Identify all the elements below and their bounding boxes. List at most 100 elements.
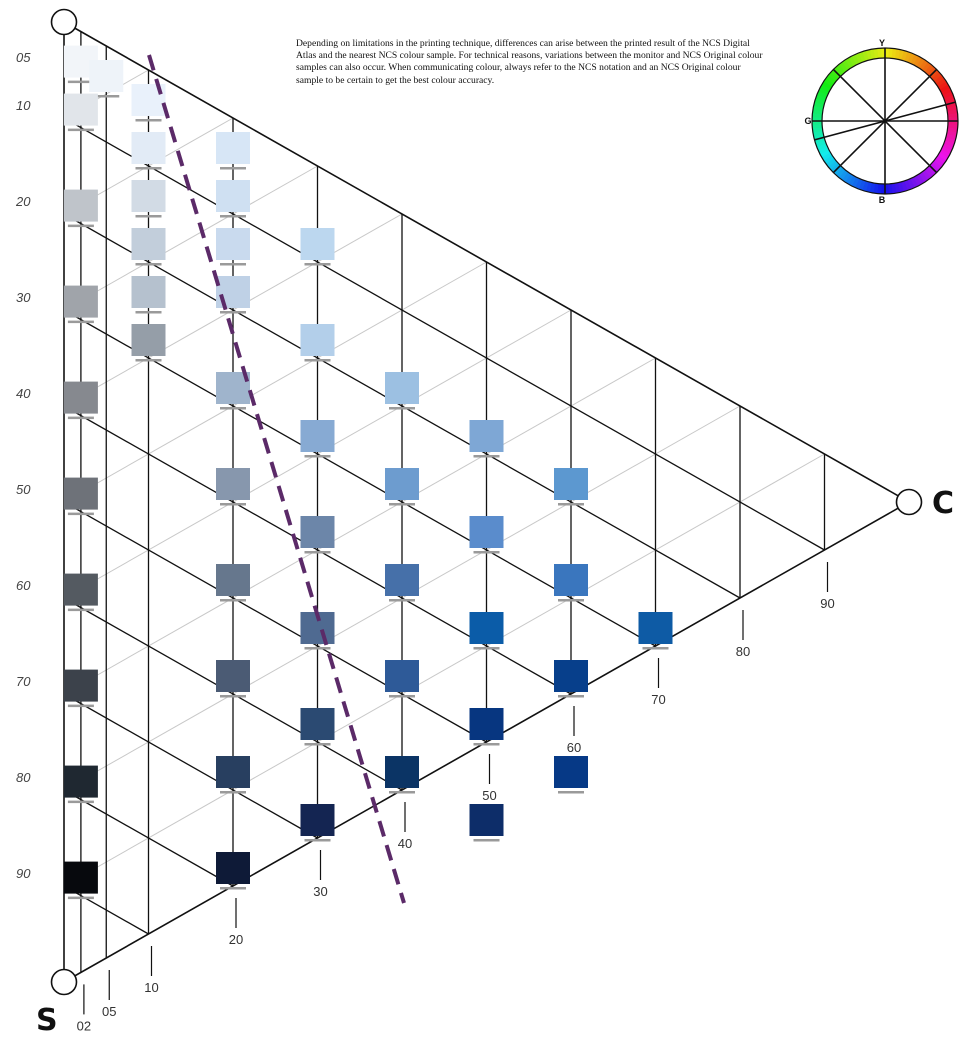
colour-sample[interactable] bbox=[469, 708, 504, 746]
colour-sample[interactable] bbox=[216, 180, 250, 218]
colour-sample[interactable] bbox=[554, 468, 588, 506]
colour-sample[interactable] bbox=[385, 372, 419, 410]
hue-ring-segment bbox=[907, 52, 916, 64]
colour-sample-caption bbox=[389, 407, 415, 410]
colour-sample-swatch[interactable] bbox=[89, 60, 124, 92]
colour-sample[interactable] bbox=[469, 612, 504, 650]
colour-sample[interactable] bbox=[216, 468, 250, 506]
colour-sample[interactable] bbox=[554, 660, 588, 698]
colour-sample[interactable] bbox=[300, 420, 335, 458]
colour-sample[interactable] bbox=[63, 285, 98, 324]
colour-sample-swatch[interactable] bbox=[216, 756, 250, 788]
colour-sample[interactable] bbox=[63, 381, 98, 420]
colour-sample[interactable] bbox=[63, 573, 98, 612]
hue-ring-segment bbox=[885, 48, 890, 59]
colour-sample-swatch[interactable] bbox=[63, 765, 98, 798]
colour-sample[interactable] bbox=[216, 372, 250, 410]
colour-sample[interactable] bbox=[469, 516, 504, 554]
colour-sample-swatch[interactable] bbox=[385, 372, 419, 404]
colour-sample-swatch[interactable] bbox=[216, 852, 250, 884]
hue-ring-segment bbox=[888, 48, 894, 59]
colour-sample[interactable] bbox=[638, 612, 673, 650]
colour-sample-swatch[interactable] bbox=[385, 468, 419, 500]
colour-sample[interactable] bbox=[63, 93, 98, 132]
colour-sample-caption bbox=[135, 119, 162, 122]
blackness-label: 20 bbox=[15, 194, 31, 209]
colour-sample-swatch[interactable] bbox=[300, 708, 335, 740]
colour-sample[interactable] bbox=[131, 228, 166, 266]
colour-sample[interactable] bbox=[63, 861, 98, 900]
colour-sample[interactable] bbox=[385, 660, 419, 698]
colour-sample[interactable] bbox=[89, 60, 124, 98]
colour-sample-swatch[interactable] bbox=[469, 516, 504, 548]
colour-sample[interactable] bbox=[131, 324, 166, 362]
colour-sample[interactable] bbox=[554, 564, 588, 602]
colour-sample-swatch[interactable] bbox=[554, 468, 588, 500]
colour-sample-swatch[interactable] bbox=[216, 660, 250, 692]
colour-sample-swatch[interactable] bbox=[216, 564, 250, 596]
colour-sample-swatch[interactable] bbox=[63, 573, 98, 606]
colour-sample-swatch[interactable] bbox=[216, 180, 250, 212]
colour-sample-swatch[interactable] bbox=[554, 756, 588, 788]
colour-sample[interactable] bbox=[216, 132, 250, 170]
colour-sample[interactable] bbox=[216, 660, 250, 698]
colour-sample-swatch[interactable] bbox=[385, 564, 419, 596]
colour-sample-swatch[interactable] bbox=[300, 516, 335, 548]
colour-sample[interactable] bbox=[131, 276, 166, 314]
colour-sample[interactable] bbox=[300, 708, 335, 746]
colour-sample[interactable] bbox=[300, 516, 335, 554]
colour-sample-swatch[interactable] bbox=[131, 324, 166, 356]
colour-sample-swatch[interactable] bbox=[216, 276, 250, 308]
colour-sample[interactable] bbox=[554, 756, 588, 794]
colour-sample[interactable] bbox=[385, 756, 419, 794]
colour-sample[interactable] bbox=[385, 564, 419, 602]
colour-sample[interactable] bbox=[216, 228, 250, 266]
colour-sample[interactable] bbox=[63, 765, 98, 804]
colour-sample-swatch[interactable] bbox=[554, 564, 588, 596]
colour-sample-swatch[interactable] bbox=[63, 381, 98, 414]
colour-sample-swatch[interactable] bbox=[300, 324, 335, 356]
colour-sample[interactable] bbox=[300, 804, 335, 842]
colour-sample[interactable] bbox=[63, 477, 98, 516]
colour-sample-swatch[interactable] bbox=[469, 420, 504, 452]
colour-sample-swatch[interactable] bbox=[63, 189, 98, 222]
colour-sample-swatch[interactable] bbox=[300, 228, 335, 260]
colour-sample[interactable] bbox=[300, 324, 335, 362]
colour-sample-swatch[interactable] bbox=[216, 468, 250, 500]
colour-sample-swatch[interactable] bbox=[63, 861, 98, 894]
colour-sample-swatch[interactable] bbox=[469, 804, 504, 836]
colour-sample-swatch[interactable] bbox=[638, 612, 673, 644]
colour-sample[interactable] bbox=[469, 420, 504, 458]
colour-sample[interactable] bbox=[63, 669, 98, 708]
colour-sample-swatch[interactable] bbox=[300, 804, 335, 836]
colour-sample-swatch[interactable] bbox=[63, 285, 98, 318]
colour-sample-swatch[interactable] bbox=[469, 612, 504, 644]
colour-sample-swatch[interactable] bbox=[216, 132, 250, 164]
colour-sample-swatch[interactable] bbox=[131, 180, 166, 212]
colour-sample-swatch[interactable] bbox=[63, 477, 98, 510]
colour-sample-swatch[interactable] bbox=[131, 228, 166, 260]
colour-sample-swatch[interactable] bbox=[385, 660, 419, 692]
colour-sample[interactable] bbox=[300, 228, 335, 266]
hue-label-b: B bbox=[879, 195, 886, 205]
colour-sample[interactable] bbox=[63, 189, 98, 228]
colour-sample[interactable] bbox=[216, 852, 250, 890]
colour-sample[interactable] bbox=[131, 180, 166, 218]
whiteness-gridline bbox=[63, 261, 487, 503]
colour-sample[interactable] bbox=[216, 564, 250, 602]
colour-sample-swatch[interactable] bbox=[63, 93, 98, 126]
hue-ring-segment bbox=[944, 137, 956, 144]
colour-sample-swatch[interactable] bbox=[554, 660, 588, 692]
colour-sample[interactable] bbox=[131, 132, 166, 170]
colour-sample-swatch[interactable] bbox=[300, 420, 335, 452]
colour-sample[interactable] bbox=[131, 84, 166, 122]
colour-sample[interactable] bbox=[216, 756, 250, 794]
colour-sample-swatch[interactable] bbox=[131, 132, 166, 164]
colour-sample-swatch[interactable] bbox=[469, 708, 504, 740]
colour-sample-swatch[interactable] bbox=[385, 756, 419, 788]
colour-sample-swatch[interactable] bbox=[216, 228, 250, 260]
colour-sample-swatch[interactable] bbox=[131, 276, 166, 308]
colour-sample-swatch[interactable] bbox=[63, 669, 98, 702]
colour-sample[interactable] bbox=[469, 804, 504, 842]
colour-sample[interactable] bbox=[385, 468, 419, 506]
